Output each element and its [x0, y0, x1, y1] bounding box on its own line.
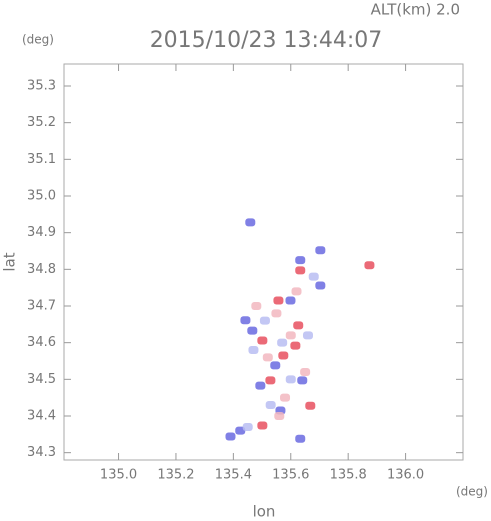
chart-title: 2015/10/23 13:44:07	[150, 28, 383, 53]
y-tick-label: 34.8	[27, 262, 56, 277]
x-tick-label: 135.2	[157, 468, 194, 483]
x-tick-label: 136.0	[387, 468, 424, 483]
radar-echo	[265, 401, 276, 409]
radar-echo	[285, 296, 296, 305]
radar-echo	[295, 434, 306, 443]
radar-echo	[240, 316, 251, 325]
radar-echo	[295, 256, 306, 265]
radar-echo	[290, 341, 301, 350]
radar-echo	[278, 351, 289, 360]
radar-echo	[262, 353, 273, 362]
radar-echo	[271, 309, 282, 318]
radar-echo	[265, 376, 276, 385]
radar-echo	[277, 338, 288, 347]
x-tick-label: 135.0	[100, 468, 137, 483]
y-tick-label: 35.3	[27, 79, 56, 94]
radar-echo	[257, 336, 268, 345]
x-axis-label: lon	[253, 503, 276, 521]
x-unit: (deg)	[456, 485, 488, 499]
radar-echo	[274, 412, 285, 420]
radar-echo	[225, 432, 236, 441]
radar-echo	[308, 272, 319, 281]
radar-echo	[248, 346, 259, 354]
y-tick-label: 35.0	[27, 189, 56, 204]
y-tick-label: 34.6	[27, 335, 56, 350]
radar-echo	[315, 281, 326, 290]
radar-echo	[255, 381, 266, 390]
radar-echo	[251, 302, 262, 310]
y-tick-label: 34.9	[27, 225, 56, 240]
x-tick-label: 135.4	[215, 468, 252, 483]
y-tick-label: 35.1	[27, 152, 56, 167]
x-tick-label: 135.6	[272, 468, 309, 483]
radar-echo	[295, 266, 306, 275]
y-tick-label: 34.7	[27, 299, 56, 314]
radar-echo	[247, 326, 258, 335]
radar-echo	[315, 246, 326, 255]
radar-echo	[300, 368, 311, 376]
y-axis-label: lat	[1, 252, 19, 271]
radar-echo	[291, 287, 302, 296]
y-tick-label: 35.2	[27, 115, 56, 130]
radar-echo	[273, 296, 284, 305]
y-tick-label: 34.4	[27, 409, 56, 424]
radar-echo	[259, 316, 270, 325]
radar-echo	[257, 421, 268, 430]
radar-echo	[364, 261, 375, 270]
y-tick-label: 34.3	[27, 445, 56, 460]
y-unit: (deg)	[22, 33, 54, 47]
radar-echo	[242, 423, 253, 431]
radar-echo	[297, 376, 308, 385]
radar-echo	[280, 393, 291, 402]
y-tick-label: 34.5	[27, 372, 56, 387]
radar-echo	[302, 331, 313, 340]
radar-echo	[285, 331, 296, 340]
radar-echo	[245, 218, 256, 227]
plot-frame	[63, 63, 464, 461]
radar-echo	[270, 361, 281, 370]
radar-echo	[305, 401, 316, 410]
radar-echo	[293, 321, 304, 330]
altitude-label: ALT(km) 2.0	[371, 1, 460, 19]
x-tick-label: 135.8	[330, 468, 367, 483]
radar-echo	[285, 375, 296, 384]
radar-echo	[235, 426, 246, 435]
